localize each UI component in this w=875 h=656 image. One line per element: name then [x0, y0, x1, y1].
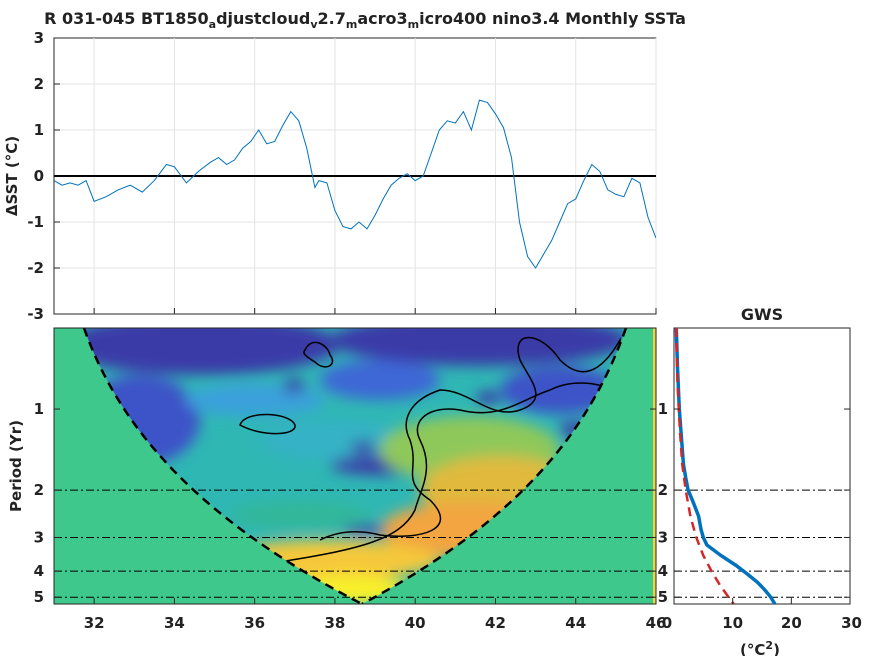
wavelet-y-tick-label: 1 [34, 400, 44, 418]
gws-y-axis: 1 2 3 4 5 [658, 400, 850, 606]
title-part: icro400 nino3.4 Monthly SSTa [419, 9, 686, 28]
edge-strip [653, 328, 656, 604]
gws-y-tick-label: 3 [658, 528, 668, 546]
wavelet-x-tick-label: 36 [244, 614, 265, 632]
cone-of-influence-line-left [82, 328, 363, 604]
gws-y-tick-label: 1 [658, 400, 668, 418]
sst-y-axis: -3 -2 -1 0 1 2 3 [27, 29, 60, 323]
wavelet-x-tick-label: 32 [84, 614, 105, 632]
wavelet-period-reference-lines [54, 489, 656, 598]
sst-y-tick-label: -3 [27, 305, 44, 323]
sst-y-tick-label: 0 [34, 167, 44, 185]
gws-x-axis: 0 10 20 30 [662, 598, 862, 632]
gws-title: GWS [741, 305, 783, 324]
wavelet-y-tick-label: 5 [34, 588, 44, 606]
gws-x-tick-label-zero: 0 [662, 614, 672, 632]
gws-x-label-sup: 2 [765, 639, 773, 652]
wavelet-y-axis: 1 2 3 4 5 [34, 400, 656, 606]
wavelet-y-tick-label: 4 [34, 562, 44, 580]
cone-of-influence-left [54, 328, 362, 604]
significance-contour-small-2 [303, 341, 334, 368]
gws-x-tick-label: 10 [722, 614, 743, 632]
title-subscript: a [209, 18, 216, 31]
wavelet-plot-frame [53, 327, 657, 605]
wavelet-y-axis-label: Period (Yr) [7, 420, 25, 512]
wavelet-x-tick-label: 40 [405, 614, 426, 632]
sst-y-tick-label: 1 [34, 121, 44, 139]
sst-anomaly-line [54, 99, 656, 269]
wavelet-x-axis: 32 34 36 38 40 42 44 46 [84, 598, 667, 632]
title-part: acro3 [357, 9, 407, 28]
title-subscript: v [310, 18, 318, 31]
sst-y-tick-label: 2 [34, 75, 44, 93]
gws-x-label-base: (°C [740, 641, 765, 656]
sst-y-tick-label: 3 [34, 29, 44, 47]
significance-contour [259, 336, 621, 566]
gws-reference-lines [674, 489, 850, 598]
title-part: 2.7 [318, 9, 346, 28]
wavelet-y-tick-label: 3 [34, 528, 44, 546]
gws-x-tick-label: 30 [841, 614, 862, 632]
sst-y-axis-label: ΔSST (°C) [3, 136, 21, 216]
gws-series-group [674, 328, 777, 604]
gws-x-label-end: ) [773, 641, 780, 656]
sst-timeseries-panel: -3 -2 -1 0 1 2 3 ΔSST (°C) R 031-045 BT1850adj… [3, 9, 686, 323]
gws-x-axis-label: (°C2) [740, 639, 780, 656]
cone-of-influence-right [362, 328, 656, 604]
gws-y-tick-label: 2 [658, 481, 668, 499]
sst-y-tick-label: -1 [27, 213, 44, 231]
title-part: R 031-045 BT1850 [44, 9, 209, 28]
wavelet-x-tick-label: 42 [485, 614, 506, 632]
wavelet-x-tick-label: 46 [646, 614, 667, 632]
sst-y-tick-label: -2 [27, 259, 44, 277]
gws-y-tick-label: 4 [658, 562, 668, 580]
cone-of-influence-line-right [361, 328, 628, 604]
significance-contour-small [239, 413, 296, 435]
wavelet-x-tick-label: 44 [565, 614, 586, 632]
wavelet-x-tick-label: 34 [164, 614, 185, 632]
gws-significance-line [675, 328, 735, 604]
gws-y-tick-label: 5 [658, 588, 668, 606]
wavelet-x-tick-label: 38 [324, 614, 345, 632]
title-part: djustcloud [216, 9, 310, 28]
gws-x-tick-label: 20 [781, 614, 802, 632]
wavelet-y-tick-label: 2 [34, 481, 44, 499]
gws-plot-frame [673, 327, 851, 605]
title-subscript: m [408, 18, 419, 31]
chart-title: R 031-045 BT1850adjustcloudv2.7macro3mic… [44, 9, 686, 31]
title-subscript: m [346, 18, 357, 31]
